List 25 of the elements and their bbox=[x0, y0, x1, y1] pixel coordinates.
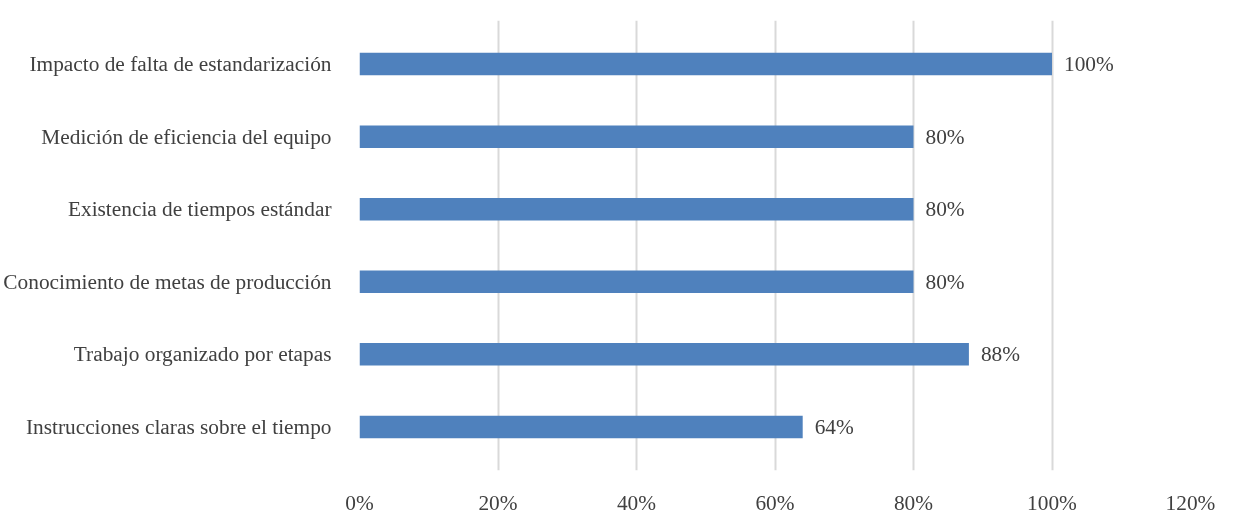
y-tick-label: Trabajo organizado por etapas bbox=[73, 342, 332, 367]
bar bbox=[359, 343, 969, 366]
y-tick-label: Conocimiento de metas de producción bbox=[3, 269, 332, 294]
y-tick-label: Instrucciones claras sobre el tiempo bbox=[25, 414, 332, 439]
data-label: 80% bbox=[925, 124, 965, 149]
bar bbox=[359, 52, 1052, 76]
bar bbox=[359, 270, 914, 294]
bar bbox=[359, 197, 914, 221]
x-tick-label: 100% bbox=[1027, 490, 1078, 515]
data-label: 64% bbox=[814, 414, 855, 439]
y-tick-label: Existencia de tiempos estándar bbox=[67, 197, 332, 222]
x-tick-label: 20% bbox=[478, 490, 518, 515]
x-tick-label: 60% bbox=[755, 490, 795, 515]
data-label: 80% bbox=[925, 269, 965, 294]
bar bbox=[359, 125, 914, 148]
x-tick-label: 40% bbox=[616, 490, 657, 515]
x-tick-label: 120% bbox=[1165, 490, 1216, 515]
bar bbox=[359, 415, 803, 439]
y-tick-label: Medición de eficiencia del equipo bbox=[41, 124, 332, 149]
data-label: 100% bbox=[1064, 52, 1114, 77]
x-tick-label: 80% bbox=[893, 490, 934, 515]
y-tick-label: Impacto de falta de estandarización bbox=[29, 52, 332, 77]
x-tick-label: 0% bbox=[345, 490, 374, 515]
data-label: 88% bbox=[980, 342, 1021, 367]
data-label: 80% bbox=[925, 197, 965, 222]
